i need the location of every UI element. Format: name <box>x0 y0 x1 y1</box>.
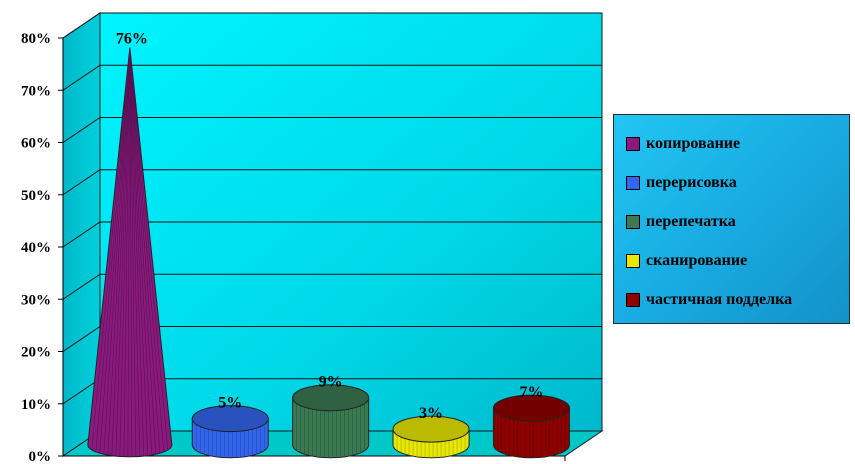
cone-facet <box>129 47 137 457</box>
cone-facet <box>111 47 131 456</box>
y-tick-label: 50% <box>21 188 51 204</box>
y-tick-label: 30% <box>21 292 51 308</box>
gridline <box>62 117 602 143</box>
data-labels: 76% 5% 9% 3% 7% <box>116 31 544 422</box>
bar-1 <box>191 405 269 459</box>
legend-item-partial-forgery: частичная подделка <box>626 280 849 319</box>
cone-facet <box>129 47 141 457</box>
y-tick-label: 0% <box>29 449 52 464</box>
y-tick-label: 10% <box>21 397 51 413</box>
cone-facet <box>119 47 131 457</box>
cylinder-body <box>292 397 370 459</box>
legend-swatch <box>626 214 640 229</box>
cylinder-top <box>292 384 370 412</box>
data-label: 5% <box>218 395 242 412</box>
cone-facet <box>127 47 131 457</box>
cone-facet <box>103 47 131 455</box>
data-label: 9% <box>319 374 343 391</box>
cone-facet <box>129 47 145 457</box>
y-tick-label: 40% <box>21 240 51 256</box>
legend-label: частичная подделка <box>646 290 793 308</box>
legend-item-retyping: перепечатка <box>626 202 849 241</box>
cone-facet <box>129 47 133 457</box>
bar-3 <box>392 415 470 459</box>
cone-facet <box>129 47 169 450</box>
y-tick-label: 70% <box>21 83 51 99</box>
cone-facet <box>107 47 131 455</box>
cone-facet <box>129 47 165 452</box>
cone-facet <box>129 47 153 455</box>
gridline <box>62 221 602 248</box>
data-label: 3% <box>419 405 443 422</box>
legend-label: перепечатка <box>646 212 736 230</box>
cone-facet <box>91 47 131 450</box>
cone-facet <box>123 47 131 457</box>
y-tick-label: 60% <box>21 136 51 152</box>
legend-swatch <box>626 253 640 268</box>
y-tick-label: 80% <box>21 31 51 47</box>
bars <box>87 47 570 459</box>
bar-2 <box>292 384 370 459</box>
cone-body <box>87 47 173 458</box>
cylinder-top <box>392 415 470 443</box>
bar-4 <box>492 394 570 459</box>
cone-facet <box>115 47 131 457</box>
cone-facet <box>129 47 161 454</box>
legend-label: перерисовка <box>646 173 737 191</box>
legend-item-scanning: сканирование <box>626 241 849 280</box>
cone-facet <box>129 47 149 456</box>
legend: копирование перерисовка перепечатка скан… <box>613 114 850 324</box>
cone-facet <box>129 47 157 455</box>
cone-facet <box>99 47 131 454</box>
cylinder-top <box>191 405 269 433</box>
legend-item-redrawing: перерисовка <box>626 163 849 202</box>
gridline <box>62 169 602 196</box>
legend-swatch <box>626 175 640 190</box>
gridline <box>62 12 602 39</box>
legend-swatch <box>626 136 640 151</box>
gridline <box>62 273 602 300</box>
data-label: 7% <box>519 384 543 401</box>
legend-label: копирование <box>646 134 741 152</box>
cylinder-top <box>492 394 570 422</box>
legend-swatch <box>626 292 640 307</box>
cylinder-body <box>492 407 570 459</box>
gridline <box>62 64 602 91</box>
cone-facet <box>95 47 131 452</box>
legend-label: сканирование <box>646 251 748 269</box>
y-tick-label: 20% <box>21 345 51 361</box>
data-label: 76% <box>116 31 148 48</box>
legend-item-copying: копирование <box>626 124 849 163</box>
bar-0 <box>87 47 173 458</box>
